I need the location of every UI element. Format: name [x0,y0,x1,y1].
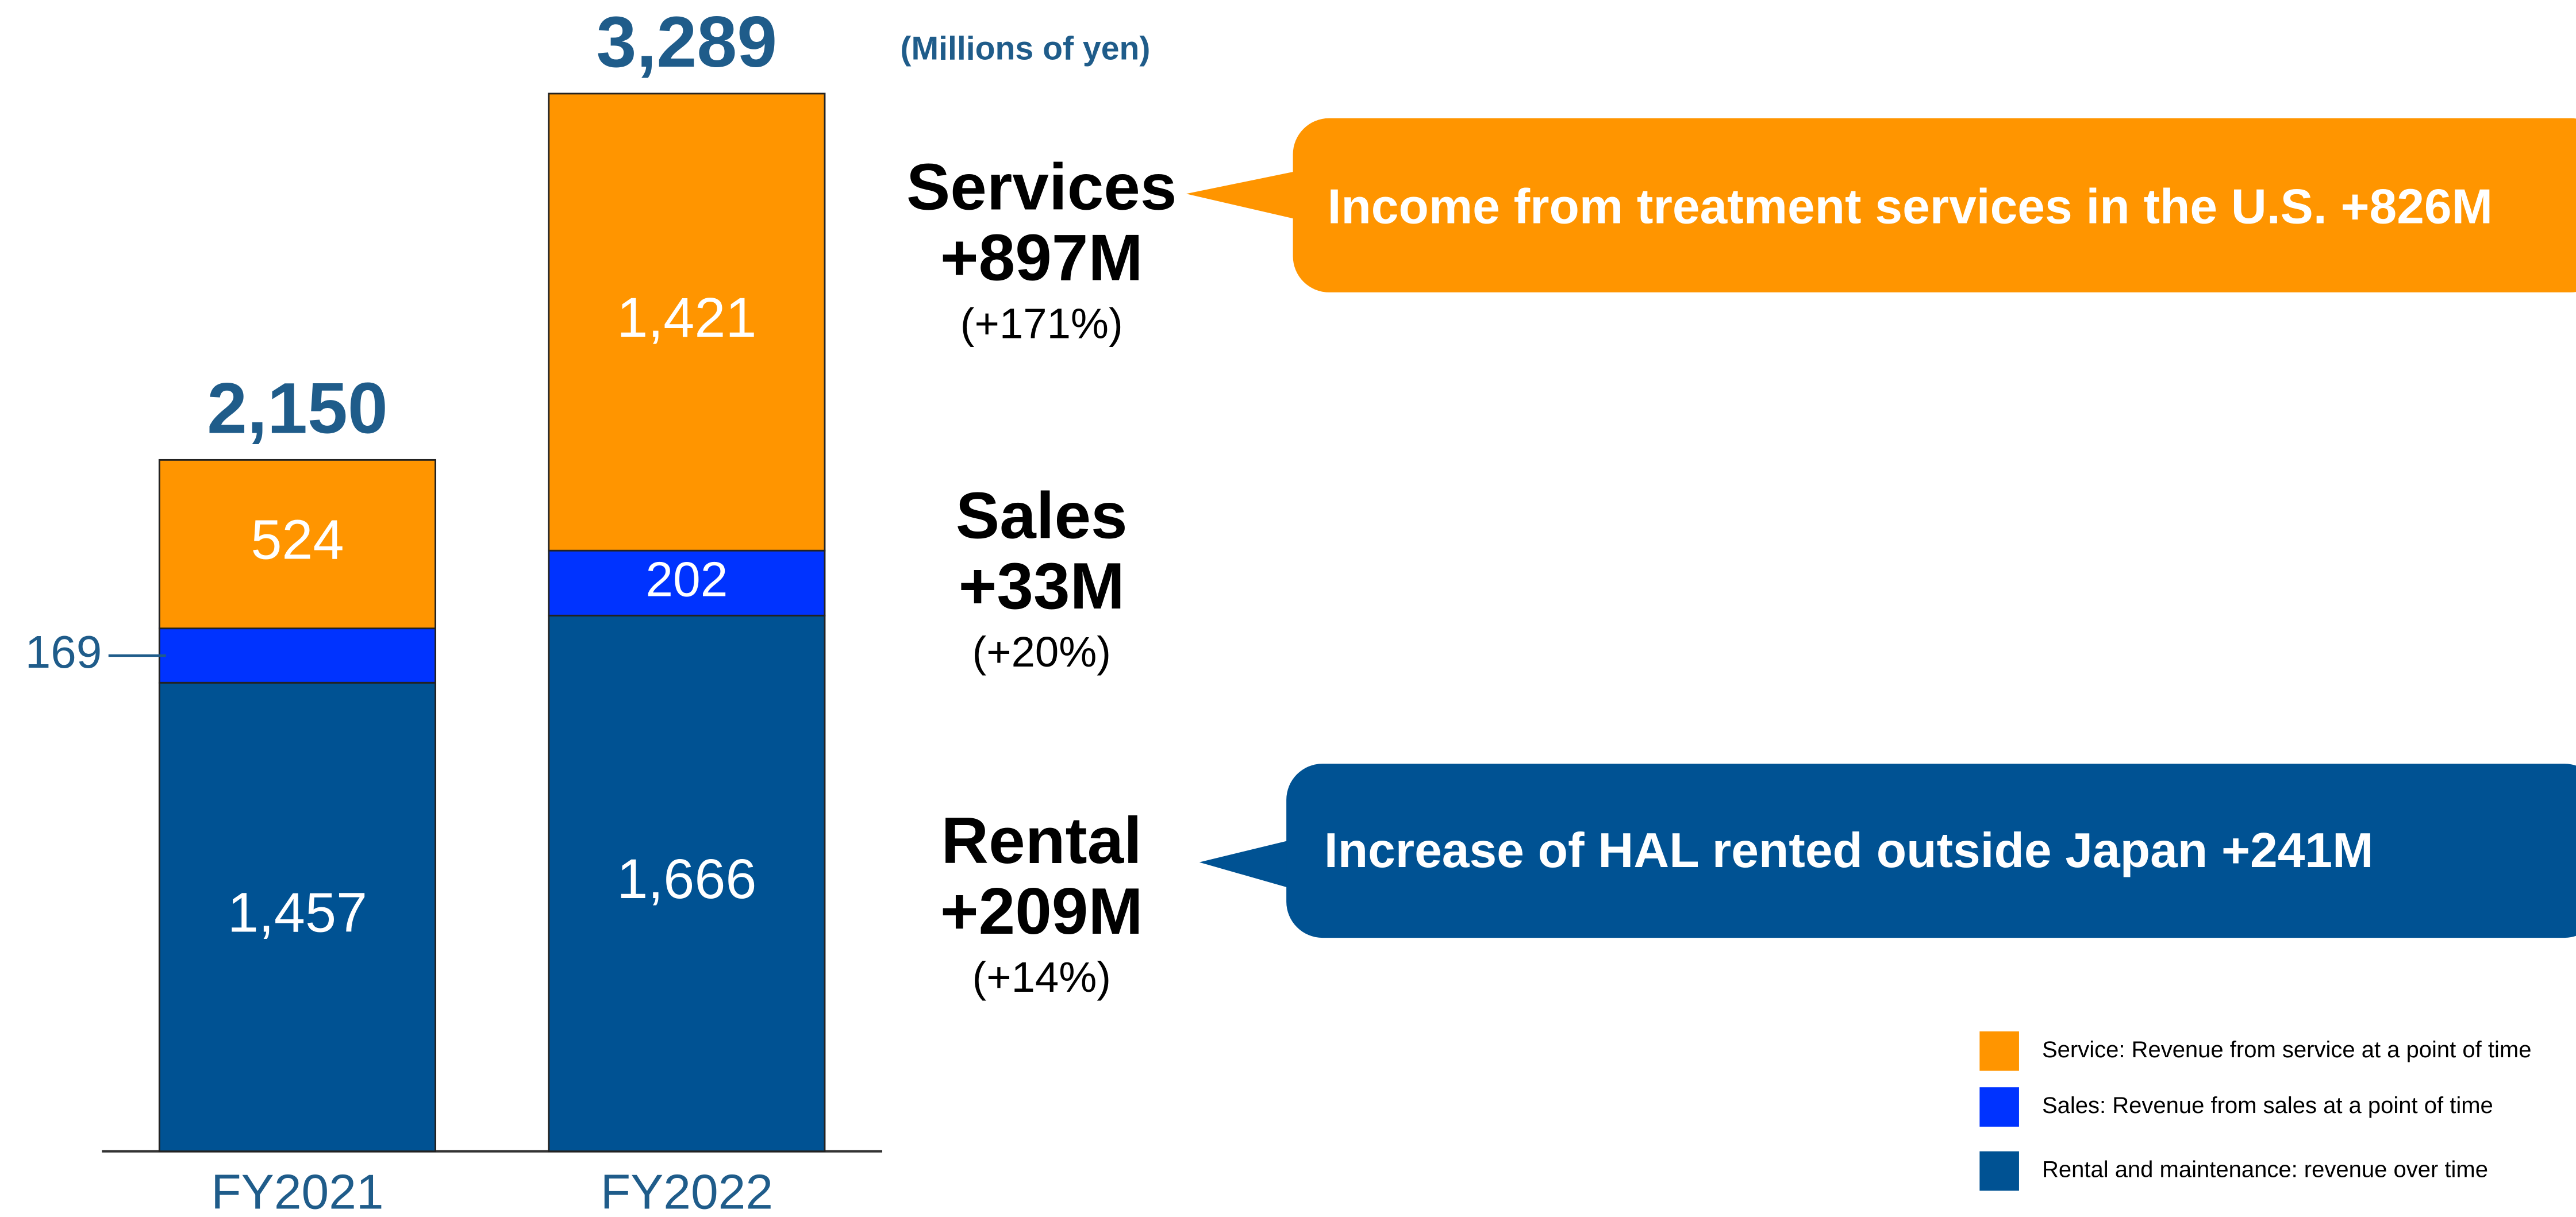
callout-pointer [1199,834,1314,895]
bar-segment [548,549,826,617]
value-label: 1,421 [617,286,756,349]
annotation-percent: (+171%) [960,299,1123,347]
x-tick-label: FY2021 [211,1164,383,1217]
callout-box [1293,118,2576,292]
annotation-title: Services [906,151,1176,224]
callout-pointer [1186,167,1314,224]
value-label: 1,457 [228,881,367,944]
annotation-percent: (+20%) [972,628,1111,676]
total-label: 2,150 [207,368,388,449]
legend-label: Service: Revenue from service at a point… [2042,1037,2531,1062]
bar-segment [548,93,826,552]
annotation-percent: (+14%) [972,953,1111,1001]
annotation-change: +897M [940,222,1143,295]
value-label: 524 [251,509,344,571]
callout-box [1286,764,2576,938]
legend-label: Rental and maintenance: revenue over tim… [2042,1157,2488,1183]
annotation-title: Sales [956,479,1128,552]
value-label: 169 [25,626,102,677]
legend-swatch [1979,1151,2019,1191]
value-label: 202 [645,552,728,607]
bar-segment [548,614,826,1153]
legend-swatch [1979,1087,2019,1127]
legend-swatch [1979,1031,2019,1071]
unit-label: (Millions of yen) [900,30,1150,67]
annotation-change: +209M [940,875,1143,948]
annotation-title: Rental [941,804,1142,877]
legend-label: Sales: Revenue from sales at a point of … [2042,1093,2493,1118]
x-tick-label: FY2022 [601,1164,773,1217]
annotation-change: +33M [959,550,1125,623]
total-label: 3,289 [597,1,778,82]
callout-text: Increase of HAL rented outside Japan +24… [1324,823,2374,878]
bar-segment [158,459,436,630]
bar-segment [158,627,436,684]
bar-segment [158,681,436,1153]
callout-text: Income from treatment services in the U.… [1328,179,2493,234]
value-label: 1,666 [617,848,756,910]
